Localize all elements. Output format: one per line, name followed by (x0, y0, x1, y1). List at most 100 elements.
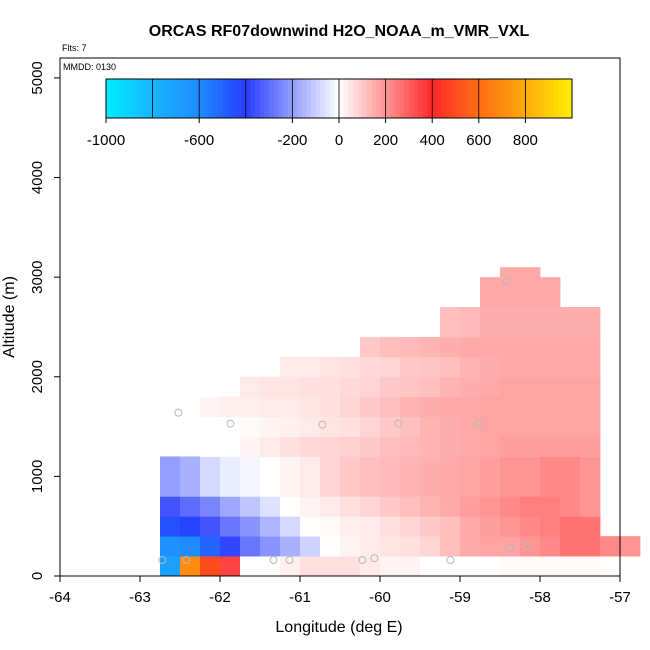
heatmap-cell (200, 556, 221, 567)
heatmap-cell (380, 486, 401, 497)
heatmap-cell (320, 466, 341, 477)
heatmap-cell (420, 466, 441, 477)
heatmap-cell (540, 307, 561, 318)
heatmap-cell (260, 516, 281, 527)
colorbar-segment (525, 79, 531, 118)
heatmap-cell (460, 326, 481, 338)
heatmap-cell (180, 516, 201, 527)
heatmap-cell (480, 336, 501, 348)
heatmap-cell (420, 496, 441, 507)
colorbar-segment (133, 79, 140, 118)
heatmap-cell (280, 566, 301, 577)
heatmap-cell (480, 516, 501, 527)
heatmap-cell (500, 446, 521, 457)
heatmap-cell (480, 536, 501, 547)
heatmap-cell (480, 506, 501, 517)
heatmap-cell (340, 366, 361, 378)
colorbar-tick-label: 200 (373, 132, 398, 149)
heatmap-cell (460, 446, 481, 457)
heatmap-cell (580, 486, 601, 497)
heatmap-cell (400, 456, 421, 467)
colorbar-tick-label: -1000 (87, 132, 125, 149)
heatmap-cell (520, 526, 541, 537)
heatmap-cell (200, 416, 221, 427)
heatmap-cell (160, 566, 181, 577)
heatmap-cell (580, 566, 601, 577)
heatmap-cell (220, 456, 241, 467)
colorbar-segment (474, 79, 480, 118)
colorbar-segment (175, 79, 182, 118)
flight-marker (522, 542, 531, 551)
heatmap-cell (460, 317, 481, 328)
heatmap-cell (420, 446, 441, 457)
heatmap-cell (460, 336, 481, 348)
heatmap-cell (480, 436, 501, 447)
heatmap-cell (580, 376, 601, 388)
heatmap-cell (520, 456, 541, 467)
heatmap-cell (440, 566, 461, 577)
colorbar-segment (534, 79, 540, 118)
heatmap-cell (400, 436, 421, 447)
heatmap-cell (360, 336, 381, 348)
heatmap-cell (280, 546, 301, 557)
heatmap-cell (300, 436, 321, 447)
heatmap-cell (320, 526, 341, 537)
heatmap-cell (220, 436, 241, 447)
heatmap-cell (520, 326, 541, 338)
heatmap-cell (440, 436, 461, 447)
colorbar-segment (227, 79, 233, 118)
mmdd-label: MMDD: 0130 (63, 62, 116, 72)
heatmap-cell (360, 566, 381, 577)
heatmap-cell (160, 506, 181, 517)
heatmap-cell (240, 506, 261, 517)
colorbar-segment (264, 79, 270, 118)
heatmap-cell (260, 526, 281, 537)
colorbar-segment (492, 79, 498, 118)
heatmap-cell (160, 466, 181, 477)
heatmap-cell (260, 426, 281, 437)
heatmap-cell (380, 386, 401, 398)
heatmap-cell (460, 307, 481, 318)
heatmap-cell (540, 336, 561, 348)
heatmap-cell (380, 456, 401, 467)
heatmap-cell (380, 346, 401, 358)
heatmap-cell (260, 476, 281, 487)
heatmap-cell (380, 496, 401, 507)
colorbar-segment (129, 79, 135, 118)
heatmap-cell (240, 376, 261, 388)
heatmap-cell (540, 346, 561, 358)
heatmap-cell (500, 386, 521, 398)
heatmap-cell (340, 476, 361, 487)
colorbar-segment (520, 79, 526, 118)
heatmap-cell (240, 476, 261, 487)
colorbar-segment (497, 79, 503, 118)
heatmap-cell (500, 526, 521, 537)
heatmap-cell (540, 297, 561, 308)
heatmap-cell (420, 456, 441, 467)
heatmap-cell (320, 376, 341, 388)
colorbar-segment (236, 79, 242, 118)
heatmap-cell (480, 356, 501, 368)
colorbar: -1000 -600 -200 0 200 400 600 800 (87, 78, 573, 149)
x-tick-label: -64 (49, 589, 71, 606)
heatmap-cell (320, 516, 341, 527)
colorbar-segment (488, 79, 494, 118)
heatmap-cell (560, 376, 581, 388)
heatmap-cell (380, 536, 401, 547)
heatmap-cell (360, 366, 381, 378)
heatmap-cell (440, 466, 461, 477)
heatmap-cell (480, 526, 501, 537)
heatmap-cell (160, 546, 181, 557)
heatmap-cell (340, 496, 361, 507)
heatmap-cell (380, 476, 401, 487)
colorbar-segment (385, 79, 391, 118)
heatmap-cell (300, 516, 321, 527)
heatmap-cell (520, 426, 541, 437)
colorbar-segment (450, 79, 456, 118)
heatmap-cell (520, 277, 541, 288)
heatmap-cell (500, 396, 521, 408)
heatmap-cell (240, 456, 261, 467)
heatmap-cell (320, 396, 341, 408)
heatmap-cell (340, 396, 361, 408)
heatmap-cell (380, 516, 401, 527)
